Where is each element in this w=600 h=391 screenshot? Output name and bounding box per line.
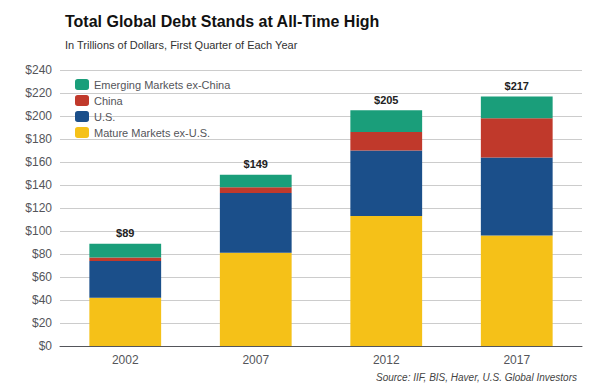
svg-text:Mature Markets ex-U.S.: Mature Markets ex-U.S. bbox=[94, 127, 210, 139]
svg-text:$40: $40 bbox=[32, 293, 52, 307]
svg-text:$60: $60 bbox=[32, 270, 52, 284]
svg-text:Total Global Debt Stands at Al: Total Global Debt Stands at All-Time Hig… bbox=[65, 13, 379, 30]
svg-text:$149: $149 bbox=[244, 158, 268, 170]
svg-text:$200: $200 bbox=[25, 109, 52, 123]
svg-text:U.S.: U.S. bbox=[94, 111, 115, 123]
svg-text:2002: 2002 bbox=[112, 353, 139, 367]
svg-text:$217: $217 bbox=[505, 80, 529, 92]
svg-text:$180: $180 bbox=[25, 132, 52, 146]
svg-text:$0: $0 bbox=[39, 339, 53, 353]
svg-text:Emerging Markets ex-China: Emerging Markets ex-China bbox=[94, 79, 231, 91]
svg-text:$20: $20 bbox=[32, 316, 52, 330]
svg-text:$80: $80 bbox=[32, 247, 52, 261]
svg-text:$100: $100 bbox=[25, 224, 52, 238]
svg-text:2007: 2007 bbox=[242, 353, 269, 367]
svg-text:China: China bbox=[94, 95, 124, 107]
svg-text:2012: 2012 bbox=[373, 353, 400, 367]
svg-text:$160: $160 bbox=[25, 155, 52, 169]
svg-text:In Trillions of Dollars, First: In Trillions of Dollars, First Quarter o… bbox=[65, 39, 298, 51]
svg-text:$89: $89 bbox=[116, 227, 134, 239]
svg-text:2017: 2017 bbox=[503, 353, 530, 367]
svg-text:$240: $240 bbox=[25, 63, 52, 77]
svg-text:$120: $120 bbox=[25, 201, 52, 215]
svg-text:$205: $205 bbox=[374, 94, 398, 106]
svg-text:$220: $220 bbox=[25, 86, 52, 100]
svg-text:Source: IIF, BIS, Haver, U.S.: Source: IIF, BIS, Haver, U.S. Global Inv… bbox=[376, 372, 577, 383]
svg-text:$140: $140 bbox=[25, 178, 52, 192]
